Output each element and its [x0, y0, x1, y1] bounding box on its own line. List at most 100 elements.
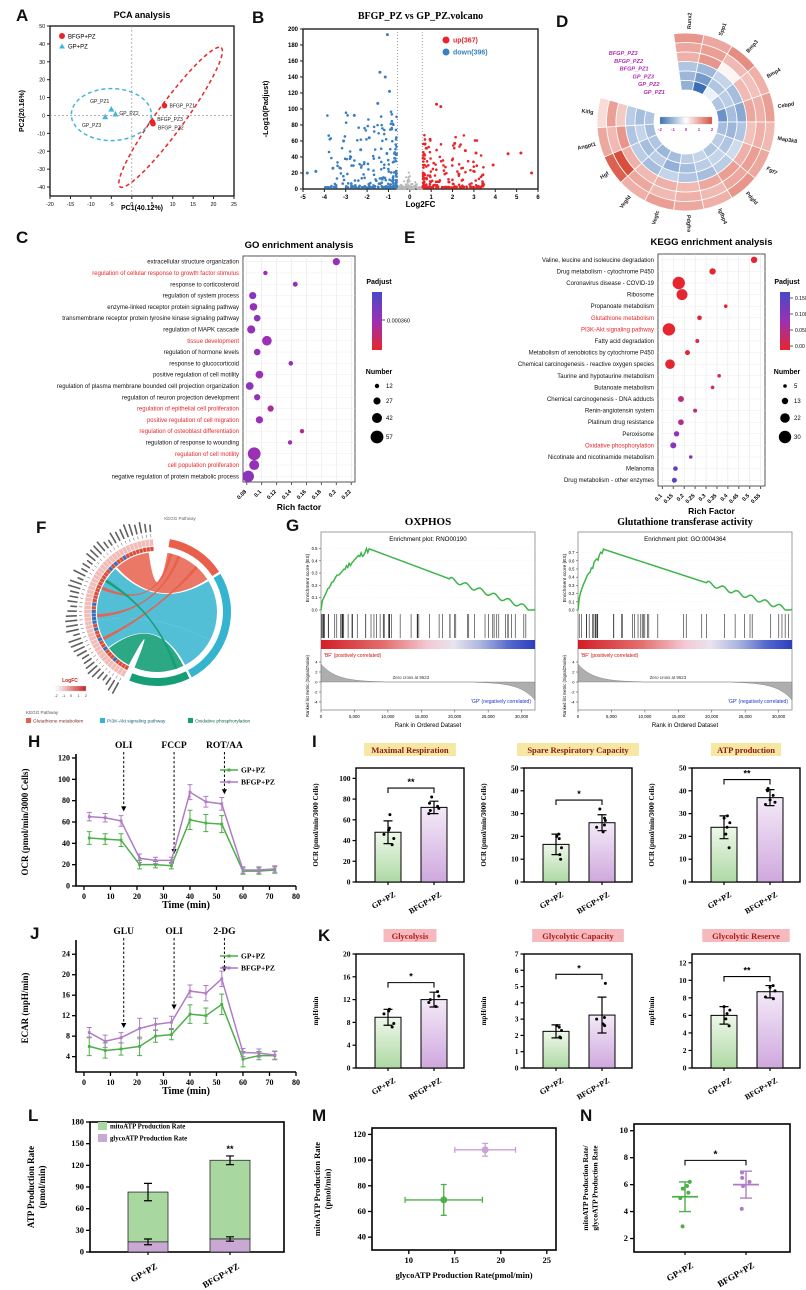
- svg-text:40: 40: [186, 892, 194, 901]
- svg-text:BFGP+PZ: BFGP+PZ: [716, 1260, 756, 1289]
- pca-chart: PCA analysis -20 -15 -10 -5 0 5 10 15 20 25 -40 -30 -…: [19, 10, 237, 212]
- svg-text:0.4: 0.4: [720, 493, 730, 503]
- svg-text:4: 4: [683, 1028, 687, 1037]
- panel-d-circular-heatmap: Runx2 Spp1 Bmp3 Bmp4 Cebpd Map3k8 Fgf7 Pdgfd Igf…: [546, 0, 806, 234]
- svg-text:Butanoate metabolism: Butanoate metabolism: [594, 385, 654, 391]
- svg-text:-Log10(Padjust): -Log10(Padjust): [261, 80, 270, 137]
- svg-text:40: 40: [62, 839, 70, 848]
- svg-text:regulation of MAPK cascade: regulation of MAPK cascade: [163, 327, 239, 333]
- svg-text:BFGP+PZ: BFGP+PZ: [575, 1076, 611, 1102]
- svg-text:5,000: 5,000: [349, 714, 360, 719]
- svg-text:*: *: [577, 789, 581, 799]
- svg-text:15: 15: [451, 1255, 460, 1265]
- svg-text:1: 1: [698, 127, 701, 132]
- kegg-dotplot-chart: KEGG enrichment analysis Valine, leucine …: [518, 237, 806, 516]
- svg-text:4: 4: [494, 195, 498, 201]
- svg-text:8: 8: [347, 1018, 351, 1027]
- svg-text:Rich Factor: Rich Factor: [688, 506, 735, 516]
- svg-text:Spare Respiratory Capacity: Spare Respiratory Capacity: [527, 745, 629, 755]
- svg-text:regulation of system process: regulation of system process: [163, 294, 239, 300]
- svg-text:GP_PZ2: GP_PZ2: [638, 82, 660, 88]
- svg-text:0: 0: [347, 878, 351, 887]
- svg-text:mpH/min: mpH/min: [480, 997, 488, 1026]
- panel-label-b: B: [252, 8, 265, 27]
- svg-text:Nicotinate and nicotinamide me: Nicotinate and nicotinamide metabolism: [548, 455, 654, 461]
- svg-text:Coronavirus disease - COVID-19: Coronavirus disease - COVID-19: [566, 281, 654, 287]
- svg-text:60: 60: [343, 815, 351, 824]
- svg-text:42: 42: [386, 416, 393, 422]
- svg-text:**: **: [407, 777, 415, 787]
- svg-text:-10: -10: [38, 131, 46, 137]
- svg-text:regulation of osteoblast diffe: regulation of osteoblast differentiation: [139, 429, 239, 435]
- panel-label-k: K: [318, 926, 331, 945]
- svg-text:8: 8: [683, 993, 687, 1002]
- chord-diagram: KEGG Pathway LogFC -2 -1 0 1 2 KEGG Pathway Glut…: [26, 516, 251, 725]
- svg-text:60: 60: [239, 1078, 247, 1087]
- svg-text:0.5: 0.5: [569, 566, 575, 571]
- svg-text:0.3: 0.3: [569, 583, 575, 588]
- svg-text:30,000: 30,000: [772, 714, 786, 719]
- svg-text:BFGP_PZ3: BFGP_PZ3: [609, 51, 639, 57]
- panel-label-m: M: [312, 1106, 327, 1125]
- svg-text:tissue development: tissue development: [187, 339, 239, 345]
- panel-k-ecar-bars: Glycolysis 0 4 8 12 16 20 mpH/min GP+PZ BFGP+PZ * G…: [304, 916, 806, 1102]
- svg-text:0.22: 0.22: [341, 489, 353, 501]
- svg-text:BFGP+PZ: BFGP+PZ: [407, 1076, 443, 1102]
- svg-text:60: 60: [358, 1206, 367, 1216]
- svg-text:Kitlg: Kitlg: [581, 109, 594, 116]
- panel-label-i: I: [312, 732, 317, 751]
- svg-text:20: 20: [291, 171, 298, 177]
- svg-text:Maximal Respiration: Maximal Respiration: [371, 745, 448, 755]
- svg-text:2: 2: [451, 195, 455, 201]
- svg-text:mitoATP Production Rate: mitoATP Production Rate: [312, 1142, 322, 1236]
- svg-text:KEGG Pathway: KEGG Pathway: [26, 710, 59, 715]
- svg-text:4: 4: [624, 1206, 629, 1216]
- svg-text:regulation of epithelial cell: regulation of epithelial cell proliferat…: [137, 407, 239, 413]
- panel-j-ecar-timecourse: 0 10 20 30 40 50 60 70 80 4 8 12 16 20 24 Time (min) ECA…: [12, 916, 304, 1102]
- svg-text:20: 20: [343, 857, 351, 866]
- svg-text:-20: -20: [46, 202, 54, 208]
- svg-text:0: 0: [80, 1247, 84, 1257]
- svg-text:100: 100: [288, 107, 299, 113]
- svg-text:response to glucocorticoid: response to glucocorticoid: [169, 361, 239, 367]
- svg-text:positive regulation of cell mi: positive regulation of cell migration: [147, 418, 239, 424]
- svg-text:20: 20: [62, 970, 70, 979]
- svg-text:enzyme-linked receptor protein: enzyme-linked receptor protein signaling…: [107, 305, 239, 311]
- svg-text:80: 80: [343, 795, 351, 804]
- svg-text:10: 10: [170, 202, 176, 208]
- svg-text:3: 3: [472, 195, 476, 201]
- svg-text:Metabolism of xenobiotics by c: Metabolism of xenobiotics by cytochrome …: [529, 351, 655, 357]
- svg-text:2: 2: [683, 1046, 687, 1055]
- svg-text:mitoATP Production Rate/: mitoATP Production Rate/: [581, 1145, 590, 1231]
- svg-text:120: 120: [71, 1160, 84, 1170]
- svg-text:Pdgfd: Pdgfd: [744, 191, 759, 206]
- panel-m-atp-scatter: 10 15 20 25 40 60 80 100 120 glycoATP Production …: [304, 1100, 574, 1290]
- panel-h-ocr-timecourse: 0 10 20 30 40 50 60 70 80 0 20 40 60 80 100 120 Time (mi…: [12, 730, 304, 916]
- svg-text:OLI: OLI: [115, 741, 133, 751]
- svg-text:-4: -4: [314, 700, 318, 705]
- svg-text:Fgf7: Fgf7: [765, 166, 778, 177]
- svg-text:GP+PZ: GP+PZ: [665, 1260, 695, 1283]
- svg-text:regulation of response to woun: regulation of response to wounding: [146, 440, 239, 446]
- svg-text:70: 70: [265, 892, 273, 901]
- svg-text:20: 20: [133, 892, 141, 901]
- svg-text:-2: -2: [364, 195, 370, 201]
- svg-text:GP_PZ3: GP_PZ3: [633, 74, 655, 80]
- svg-text:Glutathione metabolism: Glutathione metabolism: [33, 719, 83, 725]
- svg-text:'GP' (negatively correlated): 'GP' (negatively correlated): [471, 699, 531, 705]
- svg-text:10: 10: [106, 892, 114, 901]
- svg-text:50: 50: [212, 892, 220, 901]
- svg-text:Number: Number: [366, 369, 393, 376]
- svg-text:0: 0: [42, 113, 45, 119]
- svg-text:OXPHOS: OXPHOS: [405, 516, 451, 528]
- svg-text:30,000: 30,000: [515, 714, 529, 719]
- svg-text:*: *: [577, 963, 581, 973]
- svg-text:100: 100: [339, 774, 351, 783]
- svg-text:Vegfd: Vegfd: [619, 195, 633, 210]
- svg-text:10: 10: [679, 976, 687, 985]
- svg-text:negative regulation of protein: negative regulation of protein metabolic…: [112, 474, 239, 480]
- svg-text:LogFC: LogFC: [62, 678, 78, 684]
- svg-text:mitoATP Production Rate: mitoATP Production Rate: [110, 1124, 185, 1131]
- panel-label-f: F: [36, 518, 47, 537]
